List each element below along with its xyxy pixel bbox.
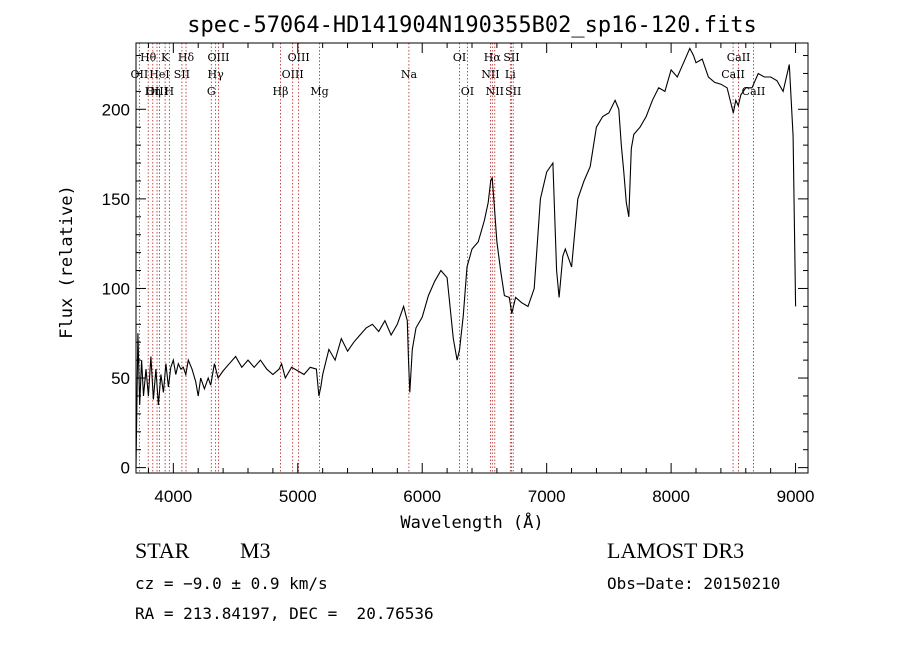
y-tick-label: 200: [102, 100, 130, 119]
x-axis-label: Wavelength (Å): [400, 511, 543, 533]
x-tick-label: 6000: [403, 487, 441, 506]
y-tick-label: 150: [102, 190, 130, 209]
spectral-line-label: Hγ: [208, 68, 225, 81]
plot-frame: [135, 42, 809, 474]
spectral-line-label: OII: [131, 68, 149, 81]
spectral-line-label: NII: [486, 85, 504, 98]
spectral-line-label: OIII: [288, 51, 310, 64]
spectral-line-label: Hα: [484, 51, 502, 64]
spectral-line-label: H: [165, 85, 175, 98]
spectral-line-label: K: [161, 51, 170, 64]
redshift-velocity: cz = −9.0 ± 0.9 km/s: [135, 574, 328, 593]
object-class: STAR: [135, 538, 190, 563]
spectral-line-label: OI: [453, 51, 466, 64]
spectral-line-label: Hδ: [178, 51, 195, 64]
spectral-line-label: OI: [461, 85, 474, 98]
object-subclass: M3: [240, 538, 271, 563]
coordinates: RA = 213.84197, DEC = 20.76536: [135, 604, 434, 623]
spectral-line-markers: [138, 43, 754, 473]
axis-ticks: 4000 5000 6000 7000 8000 9000 0 50 100 150 200: [102, 43, 815, 506]
chart-title: spec-57064-HD141904N190355B02_sp16-120.f…: [187, 13, 757, 38]
spectral-line-label: OIII: [146, 85, 168, 98]
observation-date: Obs−Date: 20150210: [607, 574, 781, 593]
spectral-line-label: HeI: [149, 68, 169, 81]
y-tick-label: 0: [121, 459, 130, 478]
spectral-line-label: NII: [481, 68, 499, 81]
spectral-line-label: Na: [401, 68, 418, 81]
spectral-line-label: Hθ: [140, 51, 157, 64]
spectral-line-label: CaII: [721, 68, 745, 81]
x-tick-label: 5000: [279, 487, 317, 506]
x-tick-label: 7000: [528, 487, 566, 506]
spectral-line-label: Mg: [310, 85, 328, 98]
spectral-line-label: OIII: [207, 51, 229, 64]
x-tick-label: 9000: [777, 487, 815, 506]
spectral-line-label: Li: [505, 68, 516, 81]
spectral-line-label: Hη: [145, 85, 161, 98]
x-tick-label: 4000: [154, 487, 192, 506]
spectral-line-label: CaII: [742, 85, 766, 98]
spectral-line-label: SII: [505, 85, 521, 98]
spectral-line-label: CaII: [727, 51, 751, 64]
y-axis-label: Flux (relative): [57, 185, 77, 339]
spectral-line-label: SII: [174, 68, 190, 81]
y-tick-label: 50: [111, 369, 130, 388]
flux-series-line: [135, 47, 797, 468]
y-tick-label: 100: [102, 279, 130, 298]
spectral-line-label: SII: [503, 51, 519, 64]
x-tick-label: 8000: [652, 487, 690, 506]
spectral-line-labels: Hθ OII OIII K HeI Hη SII H Hδ OIII Hγ G Hβ OIII OIII Mg…: [131, 51, 766, 98]
spectral-line-label: OIII: [282, 68, 304, 81]
survey-name: LAMOST DR3: [607, 538, 745, 563]
spectral-line-label: Hβ: [273, 85, 289, 98]
spectral-line-label: G: [207, 85, 216, 98]
